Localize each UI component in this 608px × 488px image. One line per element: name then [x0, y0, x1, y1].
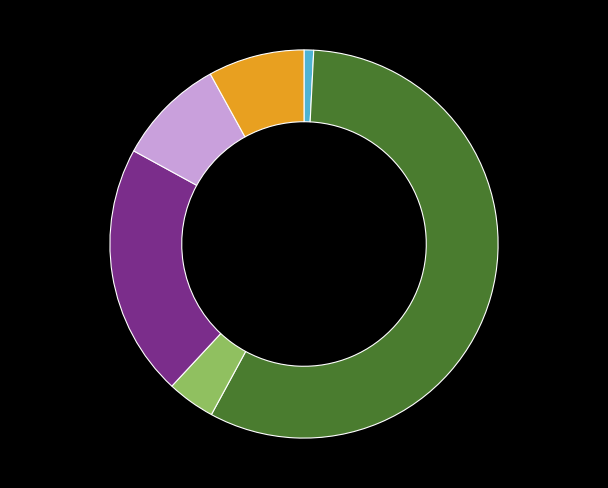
- Wedge shape: [210, 50, 304, 137]
- Wedge shape: [304, 50, 314, 122]
- Wedge shape: [212, 50, 498, 438]
- Wedge shape: [172, 333, 246, 415]
- Wedge shape: [134, 74, 245, 185]
- Wedge shape: [110, 151, 221, 386]
